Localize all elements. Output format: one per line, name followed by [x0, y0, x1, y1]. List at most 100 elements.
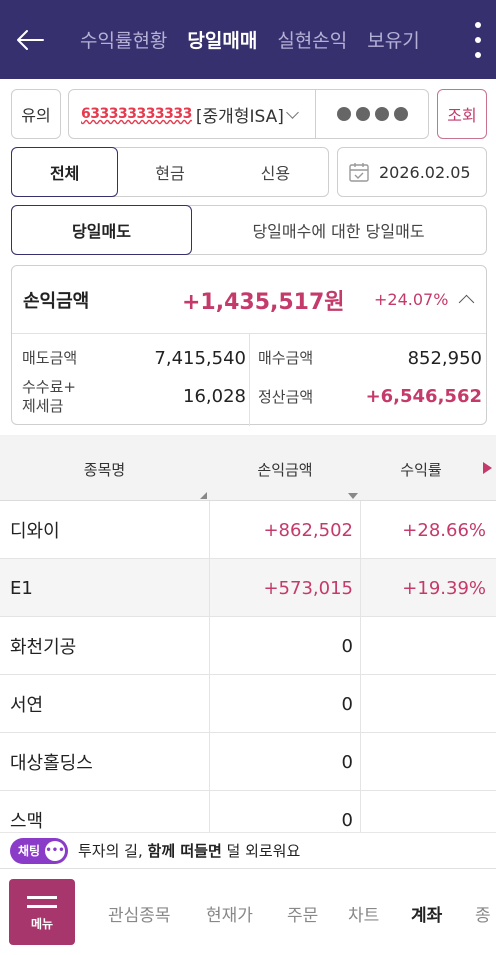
- search-button[interactable]: 조회: [437, 89, 487, 139]
- scroll-right-icon[interactable]: [483, 462, 492, 474]
- account-number: 633333333333: [81, 106, 192, 122]
- segment-cash[interactable]: 현금: [155, 164, 185, 183]
- header-rate[interactable]: 수익률: [361, 437, 481, 501]
- table-row[interactable]: E1 +573,015 +19.39%: [0, 559, 496, 617]
- pl-rate: +24.07%: [374, 290, 449, 309]
- fee-label-line2: 제세금: [22, 397, 64, 415]
- chat-bubble-icon: •••: [45, 840, 65, 861]
- stock-pl: 0: [341, 693, 353, 715]
- more-menu-icon[interactable]: [470, 22, 486, 58]
- stock-name: E1: [10, 577, 33, 599]
- mode-segment: 당일매도 당일매수에 대한 당일매도: [11, 205, 487, 255]
- stock-name: 디와이: [10, 521, 60, 542]
- caution-button[interactable]: 유의: [11, 89, 61, 139]
- type-segment: 전체 현금 신용: [11, 147, 329, 197]
- hamburger-icon: [27, 895, 57, 899]
- stock-name: 화천기공: [10, 637, 77, 658]
- mode-day-buy-sell[interactable]: 당일매수에 대한 당일매도: [252, 222, 425, 241]
- header-tabs: 수익률현황 당일매매 실현손익 보유기: [60, 0, 496, 79]
- chat-button[interactable]: 채팅 •••: [10, 837, 68, 864]
- table-row[interactable]: 서연 0: [0, 675, 496, 733]
- menu-label: 메뉴: [30, 916, 54, 931]
- header-pl[interactable]: 손익금액: [210, 437, 360, 501]
- nav-account[interactable]: 계좌: [411, 906, 443, 926]
- divider: [0, 435, 496, 437]
- sort-icon: [200, 492, 207, 499]
- chat-label: 채팅: [18, 844, 41, 858]
- table-header: 종목명 손익금액 수익률: [0, 437, 496, 501]
- segment-all[interactable]: 전체: [11, 147, 119, 197]
- pl-amount: +1,435,517원: [182, 289, 345, 315]
- sort-desc-icon: [348, 493, 358, 499]
- header-rate-label: 수익률: [400, 460, 442, 479]
- table-row[interactable]: 스맥 0: [0, 791, 496, 833]
- hamburger-icon: [27, 904, 57, 908]
- stock-rate: +19.39%: [402, 577, 486, 599]
- stock-rate: [362, 617, 486, 675]
- sell-amount-label: 매도금액: [22, 349, 78, 367]
- calendar-icon: [349, 163, 369, 182]
- stock-pl: 0: [341, 635, 353, 657]
- stock-rate: +28.66%: [402, 519, 486, 541]
- fee-label: 수수료+ 제세금: [22, 378, 76, 416]
- fee-value: 16,028: [183, 386, 246, 407]
- tab-holdings[interactable]: 보유기: [367, 30, 420, 52]
- header-pl-label: 손익금액: [257, 460, 313, 479]
- summary-card: 손익금액 +1,435,517원 +24.07% 매도금액 7,415,540 …: [11, 265, 487, 426]
- account-select[interactable]: 633333333333 [중개형ISA]: [68, 89, 316, 139]
- date-value: 2026.02.05: [379, 162, 471, 182]
- nav-order[interactable]: 주문: [287, 906, 319, 926]
- segment-credit[interactable]: 신용: [260, 164, 291, 183]
- tab-realized-pl[interactable]: 실현손익: [277, 30, 348, 52]
- mode-day-sell[interactable]: 당일매도: [11, 205, 192, 255]
- back-arrow-icon[interactable]: [0, 0, 60, 79]
- nav-more[interactable]: 종: [475, 906, 491, 926]
- menu-button[interactable]: 메뉴: [9, 879, 75, 945]
- settle-amount-value: +6,546,562: [365, 386, 482, 407]
- stock-name: 서연: [10, 695, 44, 716]
- table-row[interactable]: 대상홀딩스 0: [0, 733, 496, 791]
- pl-label: 손익금액: [23, 290, 90, 312]
- chat-banner[interactable]: 채팅 ••• 투자의 길, 함께 떠들면 덜 외로워요: [0, 832, 496, 868]
- password-mask: [336, 107, 408, 121]
- stock-name: 스맥: [10, 811, 44, 832]
- stock-pl: 0: [341, 809, 353, 831]
- back-arrow-icon: [17, 29, 44, 50]
- tab-day-trading[interactable]: 당일매매: [187, 30, 258, 52]
- chevron-up-icon[interactable]: [458, 294, 475, 311]
- stock-pl: 0: [341, 751, 353, 773]
- password-field[interactable]: [315, 89, 429, 139]
- table-row[interactable]: 화천기공 0: [0, 617, 496, 675]
- chat-text-pre: 투자의 길,: [78, 842, 148, 860]
- top-header: 수익률현황 당일매매 실현손익 보유기: [0, 0, 496, 79]
- stock-name: 대상홀딩스: [10, 753, 93, 774]
- buy-amount-value: 852,950: [407, 348, 482, 369]
- chat-message: 투자의 길, 함께 떠들면 덜 외로워요: [78, 840, 300, 861]
- bottom-nav: 메뉴 관심종목 현재가 주문 차트 계좌 종: [0, 868, 496, 955]
- stock-rate: [362, 675, 486, 733]
- date-picker[interactable]: 2026.02.05: [337, 147, 487, 197]
- stock-rate: [362, 791, 486, 833]
- tab-return-status[interactable]: 수익률현황: [80, 30, 168, 52]
- column-divider: [209, 501, 210, 833]
- account-row: 유의 633333333333 [중개형ISA] 조회: [0, 89, 496, 139]
- table-row[interactable]: 디와이 +862,502 +28.66%: [0, 501, 496, 559]
- header-stock-name-label: 종목명: [83, 460, 126, 479]
- settle-amount-label: 정산금액: [258, 388, 314, 406]
- nav-current-price[interactable]: 현재가: [206, 906, 253, 926]
- buy-amount-label: 매수금액: [258, 349, 314, 367]
- stock-rate: [362, 733, 486, 791]
- stock-pl: +862,502: [263, 519, 353, 541]
- nav-watchlist[interactable]: 관심종목: [108, 906, 171, 926]
- summary-header[interactable]: 손익금액 +1,435,517원 +24.07%: [12, 266, 486, 334]
- summary-details: 매도금액 7,415,540 매수금액 852,950 수수료+ 제세금 16,…: [12, 334, 486, 426]
- chevron-down-icon: [285, 105, 299, 119]
- header-stock-name[interactable]: 종목명: [0, 437, 209, 501]
- chat-text-bold: 함께 떠들면: [147, 842, 222, 860]
- stock-pl: +573,015: [263, 577, 353, 599]
- nav-chart[interactable]: 차트: [348, 906, 380, 926]
- divider: [249, 334, 250, 426]
- account-type: [중개형ISA]: [195, 106, 284, 127]
- sell-amount-value: 7,415,540: [154, 348, 246, 369]
- column-divider: [360, 501, 361, 833]
